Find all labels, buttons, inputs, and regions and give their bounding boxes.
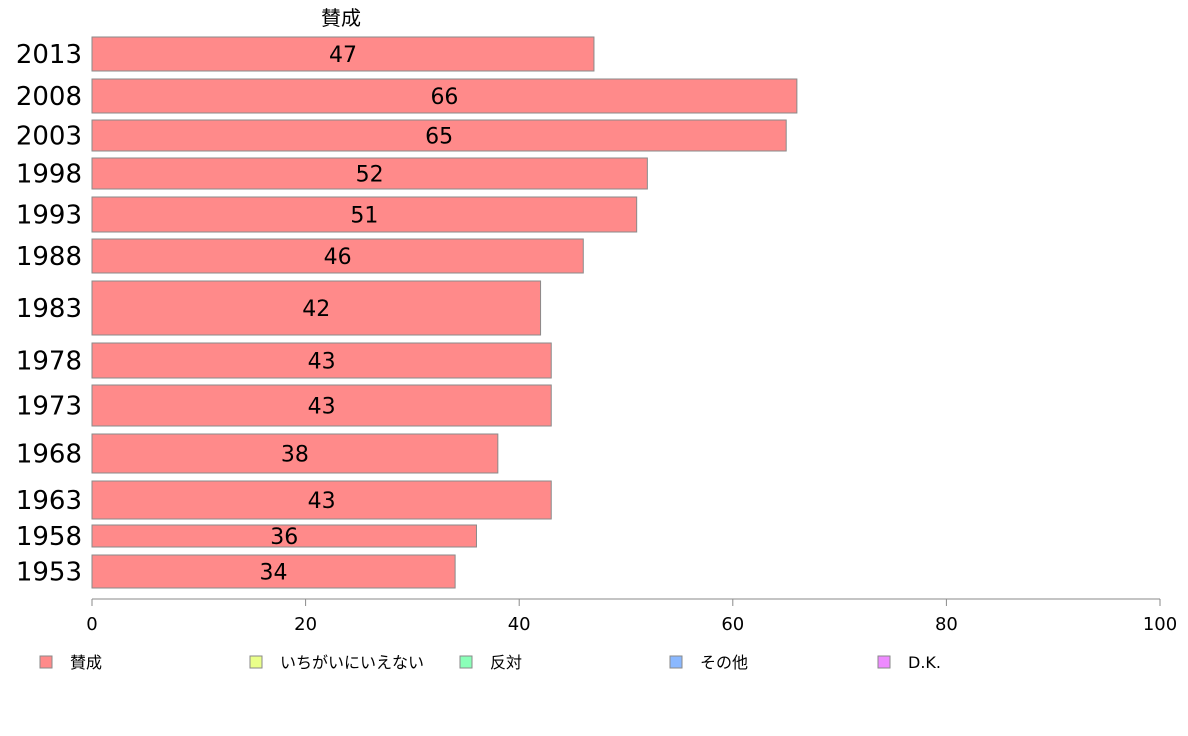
x-tick-label-20: 20 bbox=[294, 614, 317, 635]
category-label-1988: 1988 bbox=[16, 242, 82, 272]
bar-2013 bbox=[91, 36, 595, 72]
category-label-1978: 1978 bbox=[16, 347, 82, 377]
category-label-1983: 1983 bbox=[16, 294, 82, 324]
value-label-1968: 38 bbox=[281, 443, 309, 468]
value-label-1963: 43 bbox=[308, 489, 336, 514]
value-label-2013: 47 bbox=[329, 43, 357, 68]
value-label-1993: 51 bbox=[350, 204, 378, 229]
legend-swatch-0 bbox=[39, 655, 53, 669]
bar-1953 bbox=[91, 554, 456, 589]
category-label-2013: 2013 bbox=[16, 40, 82, 70]
value-label-1988: 46 bbox=[324, 245, 352, 270]
bar-1978 bbox=[91, 342, 552, 379]
bar-1968 bbox=[91, 433, 499, 474]
x-tick-label-100: 100 bbox=[1143, 614, 1177, 635]
x-axis: 0 20 40 60 80 100 bbox=[86, 598, 1177, 635]
bar-2003 bbox=[91, 119, 787, 152]
category-label-2008: 2008 bbox=[16, 82, 82, 112]
bar-2008 bbox=[91, 78, 798, 114]
legend-swatch-4 bbox=[877, 655, 891, 669]
bar-1963 bbox=[91, 480, 552, 520]
legend-label-3: その他 bbox=[700, 653, 748, 672]
value-label-1998: 52 bbox=[356, 163, 384, 188]
legend-swatch-1 bbox=[249, 655, 263, 669]
bars: 2013 47 2008 66 2003 65 1998 52 1993 51 1988 46 1983… bbox=[16, 36, 798, 589]
category-label-1963: 1963 bbox=[16, 486, 82, 516]
bar-1998 bbox=[91, 157, 648, 190]
legend-label-1: いちがいにいえない bbox=[280, 653, 424, 672]
value-label-1958: 36 bbox=[270, 525, 298, 550]
x-tick-label-0: 0 bbox=[86, 614, 97, 635]
category-label-1958: 1958 bbox=[16, 522, 82, 552]
legend-label-0: 賛成 bbox=[70, 653, 102, 672]
category-label-2003: 2003 bbox=[16, 122, 82, 152]
value-label-1983: 42 bbox=[302, 297, 330, 322]
bar-1973 bbox=[91, 384, 552, 427]
value-label-1978: 43 bbox=[308, 350, 336, 375]
legend-swatch-2 bbox=[459, 655, 473, 669]
x-tick-label-80: 80 bbox=[935, 614, 958, 635]
bar-1958 bbox=[91, 524, 477, 548]
bar-1983 bbox=[91, 280, 542, 336]
bar-1993 bbox=[91, 196, 638, 233]
legend-swatch-3 bbox=[669, 655, 683, 669]
value-label-1973: 43 bbox=[308, 395, 336, 420]
category-label-1968: 1968 bbox=[16, 440, 82, 470]
category-label-1993: 1993 bbox=[16, 201, 82, 231]
value-label-2008: 66 bbox=[430, 85, 458, 110]
value-label-1953: 34 bbox=[260, 561, 288, 586]
x-tick-label-40: 40 bbox=[508, 614, 531, 635]
legend-label-2: 反対 bbox=[490, 653, 522, 672]
series-title: 賛成 bbox=[321, 6, 361, 30]
x-tick-label-60: 60 bbox=[721, 614, 744, 635]
category-label-1953: 1953 bbox=[16, 558, 82, 588]
category-label-1973: 1973 bbox=[16, 392, 82, 422]
value-label-2003: 65 bbox=[425, 125, 453, 150]
legend: 賛成 いちがいにいえない 反対 その他 D.K. bbox=[39, 653, 941, 672]
category-label-1998: 1998 bbox=[16, 160, 82, 190]
bar-1988 bbox=[91, 238, 584, 274]
legend-label-4: D.K. bbox=[908, 653, 941, 672]
